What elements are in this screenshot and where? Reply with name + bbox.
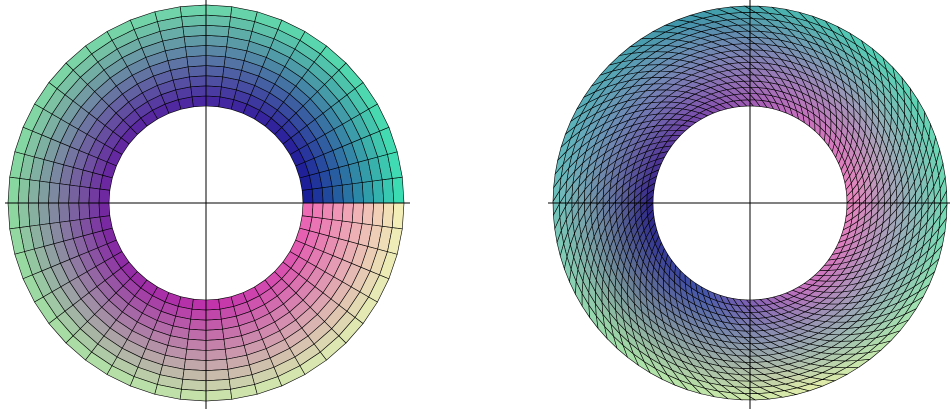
mesh-cell bbox=[191, 298, 207, 311]
mesh-cell bbox=[205, 318, 223, 331]
mesh-cell bbox=[205, 4, 233, 18]
mesh-cell bbox=[351, 202, 364, 224]
mesh-cell bbox=[88, 187, 101, 204]
mesh-cell bbox=[48, 182, 61, 204]
mesh-cell bbox=[321, 186, 334, 204]
mesh-cell bbox=[183, 358, 207, 372]
annulus-mesh-right bbox=[552, 5, 948, 401]
mesh-cell bbox=[301, 202, 314, 218]
mesh-cell bbox=[381, 202, 395, 228]
mesh-cell bbox=[179, 388, 207, 402]
mesh-cell bbox=[78, 202, 91, 220]
mesh-cell bbox=[341, 202, 354, 223]
mesh-cell bbox=[205, 298, 221, 311]
mesh-cell bbox=[381, 178, 395, 204]
mesh-cell bbox=[371, 202, 385, 227]
mesh-cell bbox=[27, 179, 41, 204]
mesh-cell bbox=[205, 348, 227, 361]
mesh-cell bbox=[190, 85, 207, 98]
mesh-cell bbox=[78, 186, 91, 204]
mesh-cell bbox=[98, 188, 111, 204]
mesh-cell bbox=[186, 55, 207, 68]
mesh-cell bbox=[331, 202, 344, 222]
mesh-cell bbox=[98, 202, 111, 218]
mesh-cell bbox=[341, 183, 354, 204]
mesh-cell bbox=[205, 14, 231, 28]
mesh-cell bbox=[182, 368, 207, 382]
mesh-cell bbox=[17, 202, 31, 228]
mesh-cell bbox=[871, 47, 888, 71]
mesh-cell bbox=[37, 202, 51, 226]
mesh-cell bbox=[58, 202, 71, 223]
mesh-cell bbox=[48, 202, 61, 224]
mesh-cell bbox=[391, 176, 405, 204]
mesh-cell bbox=[205, 388, 233, 402]
mesh-cell bbox=[205, 95, 221, 108]
mesh-cell bbox=[185, 348, 207, 361]
mesh-cell bbox=[205, 378, 231, 392]
mesh-cell bbox=[7, 176, 21, 204]
mesh-cell bbox=[361, 202, 375, 226]
mesh-cell bbox=[187, 328, 207, 341]
mesh-cell bbox=[186, 338, 207, 351]
mesh-cell bbox=[27, 202, 41, 227]
mesh-cell bbox=[205, 338, 226, 351]
mesh-cell bbox=[189, 318, 207, 331]
mesh-cell bbox=[58, 183, 71, 204]
mesh-cell bbox=[331, 184, 344, 204]
mesh-cell bbox=[205, 358, 229, 372]
mesh-cell bbox=[205, 45, 227, 58]
mesh-cell bbox=[371, 179, 385, 204]
mesh-cell bbox=[68, 202, 81, 222]
mesh-cell bbox=[190, 308, 207, 321]
annulus-mesh-left bbox=[7, 4, 405, 402]
mesh-cell bbox=[189, 75, 207, 88]
mesh-cell bbox=[205, 24, 230, 38]
mesh-cell bbox=[205, 85, 222, 98]
mesh-cell bbox=[181, 14, 207, 28]
mesh-cell bbox=[205, 65, 225, 78]
mesh-cell bbox=[361, 180, 375, 204]
mesh-cell bbox=[301, 188, 314, 204]
mesh-cell bbox=[68, 184, 81, 204]
mesh-cell bbox=[205, 75, 223, 88]
mesh-cell bbox=[187, 65, 207, 78]
mesh-cell bbox=[7, 202, 21, 230]
mesh-cell bbox=[205, 308, 222, 321]
mesh-cell bbox=[205, 328, 225, 341]
mesh-cell bbox=[321, 202, 334, 220]
mesh-cell bbox=[205, 34, 229, 48]
mesh-cell bbox=[391, 202, 405, 230]
mesh-cell bbox=[183, 34, 207, 48]
mesh-cell bbox=[205, 55, 226, 68]
mesh-cell bbox=[88, 202, 101, 219]
mesh-cell bbox=[37, 180, 51, 204]
mesh-cell bbox=[311, 187, 324, 204]
mesh-cell bbox=[185, 45, 207, 58]
mesh-cell bbox=[182, 24, 207, 38]
mesh-cell bbox=[179, 4, 207, 18]
mesh-cell bbox=[191, 95, 207, 108]
mesh-cell bbox=[181, 378, 207, 392]
mesh-cell bbox=[17, 178, 31, 204]
mesh-cell bbox=[311, 202, 324, 219]
mesh-cell bbox=[205, 368, 230, 382]
mesh-cell bbox=[351, 182, 364, 204]
